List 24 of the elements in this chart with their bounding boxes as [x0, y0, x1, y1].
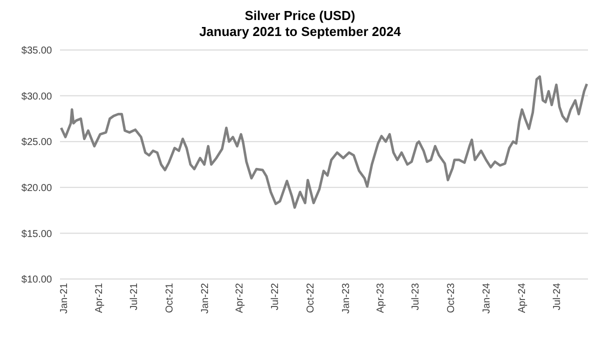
y-tick-label: $35.00 — [21, 46, 52, 57]
x-tick-label: Apr-23 — [376, 282, 387, 314]
y-tick-label: $30.00 — [21, 91, 52, 102]
x-tick-label: Jan-22 — [200, 282, 211, 314]
x-tick-label: Oct-21 — [164, 282, 176, 314]
x-tick-label: Apr-21 — [94, 282, 105, 314]
y-tick-label: $15.00 — [21, 228, 52, 240]
x-tick-label: Jan-21 — [59, 282, 70, 314]
y-tick-label: $20.00 — [21, 182, 52, 194]
x-tick-label: Jan-23 — [340, 282, 352, 314]
x-tick-label: Jul-22 — [270, 282, 281, 310]
chart-subtitle: January 2021 to September 2024 — [198, 24, 402, 40]
x-tick-label: Oct-22 — [305, 282, 316, 314]
x-tick-label: Apr-24 — [516, 282, 528, 314]
x-tick-label: Oct-23 — [446, 282, 458, 314]
chart-title: Silver Price (USD) — [244, 8, 356, 24]
x-tick-label: Jul-23 — [410, 282, 422, 310]
x-tick-label: Jul-24 — [552, 282, 563, 310]
x-tick-label: Jan-24 — [482, 282, 493, 314]
line-series — [60, 75, 588, 209]
x-tick-label: Apr-22 — [234, 282, 246, 314]
x-tick-label: Jul-21 — [128, 282, 140, 310]
y-tick-label: $25.00 — [21, 137, 52, 148]
y-tick-label: $10.00 — [21, 274, 52, 286]
